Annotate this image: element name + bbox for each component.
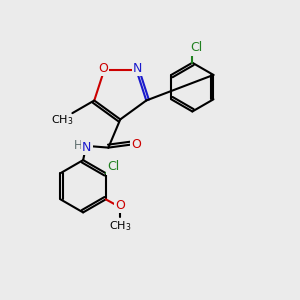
Text: CH$_3$: CH$_3$ xyxy=(109,219,132,233)
Text: Cl: Cl xyxy=(190,41,202,54)
Text: H: H xyxy=(74,139,83,152)
Text: O: O xyxy=(98,62,108,75)
Text: Cl: Cl xyxy=(107,160,119,173)
Text: O: O xyxy=(116,199,125,212)
Text: O: O xyxy=(132,138,142,151)
Text: N: N xyxy=(133,62,142,75)
Text: N: N xyxy=(82,140,92,154)
Text: CH$_3$: CH$_3$ xyxy=(51,113,74,127)
